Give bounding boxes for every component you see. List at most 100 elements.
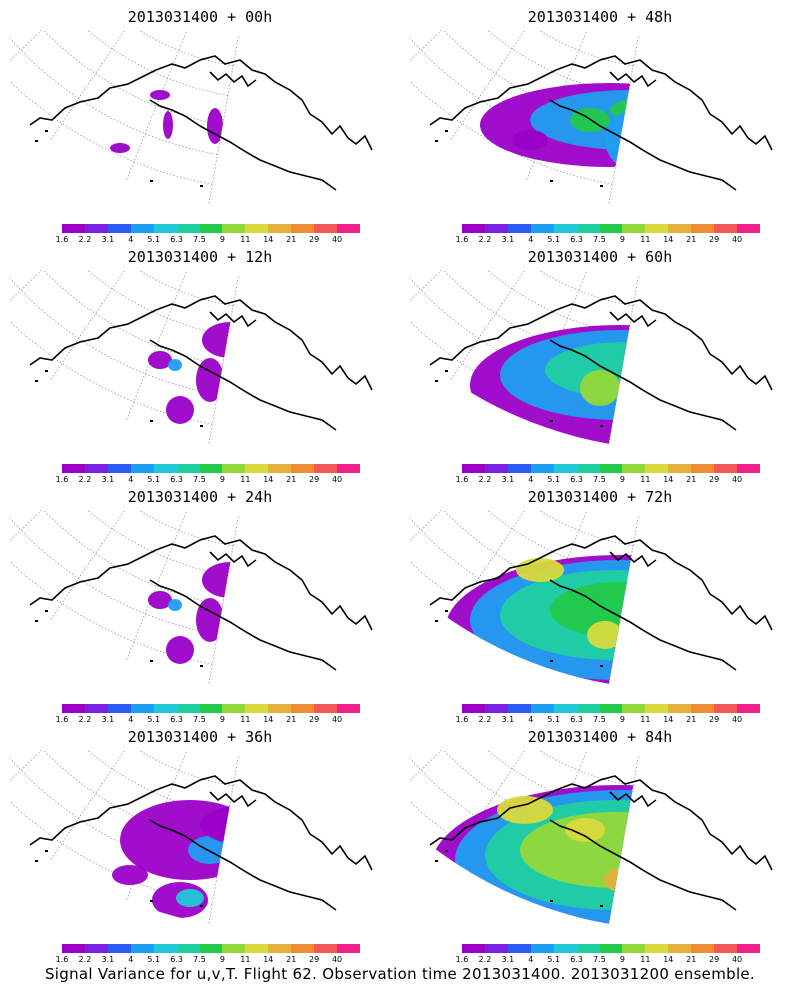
colorbar-segment [484,224,508,233]
colorbar-tick-label: 11 [240,235,251,244]
colorbar-tick-label: 40 [731,955,743,964]
colorbar-tick-label: 14 [263,235,274,244]
map-panel-24h: 2013031400 + 24h 1.6 2.2 3.1 4 5.1 6.3 7.5 9 11 1… [0,480,400,730]
panel-title: 2013031400 + 72h [527,488,673,506]
colorbar-tick-label: 11 [240,715,251,724]
colorbar-segment [337,944,360,953]
map-plot [10,750,373,924]
variance-contour [545,342,639,398]
meridian-line [126,510,188,661]
colorbar-segment [130,944,154,953]
coastline [429,295,773,391]
colorbar-tick-label: 4 [528,475,534,484]
meridian-line [450,750,526,861]
variance-contour [497,796,553,824]
colorbar-segment [62,944,85,953]
colorbar-tick-label: 14 [663,955,674,964]
colorbar-segment [268,224,292,233]
colorbar-tick-label: 3.1 [101,235,115,244]
variance-field [148,322,239,424]
meridian-line [126,270,188,421]
variance-contour [580,370,620,406]
colorbar-tick-label: 2.2 [78,955,92,964]
island [150,180,153,182]
colorbar-segment [553,944,577,953]
colorbar-segment [507,944,531,953]
meridian-line [410,750,443,782]
variance-contour [630,336,639,364]
colorbar-segment [199,224,223,233]
colorbar-labels: 1.6 2.2 3.1 4 5.1 6.3 7.5 9 11 14 21 29 40 [56,235,362,245]
colorbar-tick-label: 11 [640,715,651,724]
island [150,660,153,662]
latitude-line [10,80,213,185]
meridian-line [10,510,43,542]
coastline [149,579,337,671]
island [435,620,438,622]
colorbar-tick-label: 9 [219,235,225,244]
island [600,425,603,427]
colorbar-segment [507,464,531,473]
colorbar-segment [484,944,508,953]
meridian-line [450,510,526,621]
colorbar-tick-label: 5.1 [547,715,561,724]
colorbar-tick-label: 5.1 [547,955,561,964]
colorbar-tick-label: 21 [686,955,697,964]
colorbar-segment [222,464,246,473]
colorbar-tick-label: 2.2 [478,955,492,964]
colorbar-tick-label: 3.1 [501,475,515,484]
panel-title: 2013031400 + 36h [127,728,273,746]
colorbar [62,224,360,233]
variance-field [445,555,639,684]
island [435,860,438,862]
map-plot [410,270,773,444]
variance-field [110,90,223,153]
variance-contour [202,562,239,598]
colorbar-tick-label: 2.2 [78,715,92,724]
island [600,905,603,907]
colorbar-segment [245,944,269,953]
colorbar-tick-label: 1.6 [455,715,469,724]
colorbar-segment [714,944,738,953]
colorbar-tick-label: 7.5 [593,955,606,964]
variance-contour [516,558,564,582]
latitude-line [410,80,613,185]
colorbar-segment [314,944,338,953]
coastline [149,339,337,431]
map-panel-60h: 2013031400 + 60h 1.6 2.2 3.1 4 5.1 6.3 7.5 9 11 1… [400,240,800,490]
variance-contour [587,621,623,649]
figure-caption: Signal Variance for u,v,T. Flight 62. Ob… [44,965,756,983]
variance-contour [207,108,223,144]
coastline [29,55,373,151]
variance-contour [163,111,173,139]
panel-title: 2013031400 + 24h [127,488,273,506]
variance-contour [148,591,172,609]
island [600,665,603,667]
colorbar-tick-label: 21 [286,475,297,484]
colorbar-tick-label: 4 [528,235,534,244]
island [445,610,448,612]
colorbar-segment [507,224,531,233]
colorbar-tick-label: 40 [331,475,343,484]
colorbar-tick-label: 9 [619,235,625,244]
coastline [549,339,737,431]
meridian-line [126,30,188,181]
colorbar [462,224,760,233]
map-plot [410,510,773,684]
colorbar-tick-label: 5.1 [547,475,561,484]
variance-contour [168,599,182,611]
colorbar-segment [268,704,292,713]
colorbar [62,464,360,473]
colorbar-tick-label: 9 [619,955,625,964]
variance-contour [605,110,639,170]
colorbar-tick-label: 6.3 [570,475,583,484]
island [445,130,448,132]
colorbar-segment [737,224,760,233]
colorbar-tick-label: 5.1 [147,235,161,244]
colorbar-tick-label: 2.2 [78,235,92,244]
colorbar-labels: 1.6 2.2 3.1 4 5.1 6.3 7.5 9 11 14 21 29 40 [56,955,362,965]
colorbar-tick-label: 3.1 [101,715,115,724]
colorbar-segment [668,944,692,953]
coastline [29,535,373,631]
colorbar-segment [176,464,200,473]
